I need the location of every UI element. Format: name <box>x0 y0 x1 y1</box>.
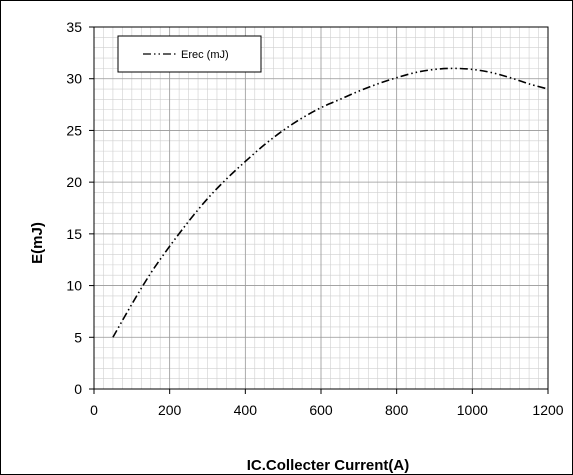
legend-label: Erec (mJ) <box>181 49 229 61</box>
x-tick-label: 1000 <box>457 402 488 418</box>
grid-major <box>93 26 549 390</box>
y-tick-label: 0 <box>74 381 82 397</box>
x-tick-label: 400 <box>234 402 258 418</box>
series-lines <box>112 67 549 338</box>
legend: Erec (mJ) <box>117 35 262 73</box>
y-axis-ticks: 0 5 10 15 20 25 30 35 <box>66 19 94 397</box>
x-tick-label: 600 <box>309 402 333 418</box>
y-tick-label: 35 <box>66 19 82 35</box>
y-tick-label: 5 <box>74 329 82 345</box>
y-tick-label: 20 <box>66 174 82 190</box>
series-line-erec <box>112 67 549 338</box>
y-tick-label: 25 <box>66 122 82 138</box>
x-tick-label: 1200 <box>532 402 563 418</box>
x-axis-title: IC.Collecter Current(A) <box>247 457 410 474</box>
y-axis-title: E(mJ) <box>29 222 46 264</box>
x-axis-ticks: 0 200 400 600 800 1000 1200 <box>90 389 564 418</box>
legend-box <box>117 35 262 73</box>
x-tick-label: 800 <box>385 402 409 418</box>
x-tick-label: 0 <box>90 402 98 418</box>
y-tick-label: 30 <box>66 71 82 87</box>
y-tick-label: 10 <box>66 278 82 294</box>
x-tick-label: 200 <box>158 402 182 418</box>
y-tick-label: 15 <box>66 226 82 242</box>
